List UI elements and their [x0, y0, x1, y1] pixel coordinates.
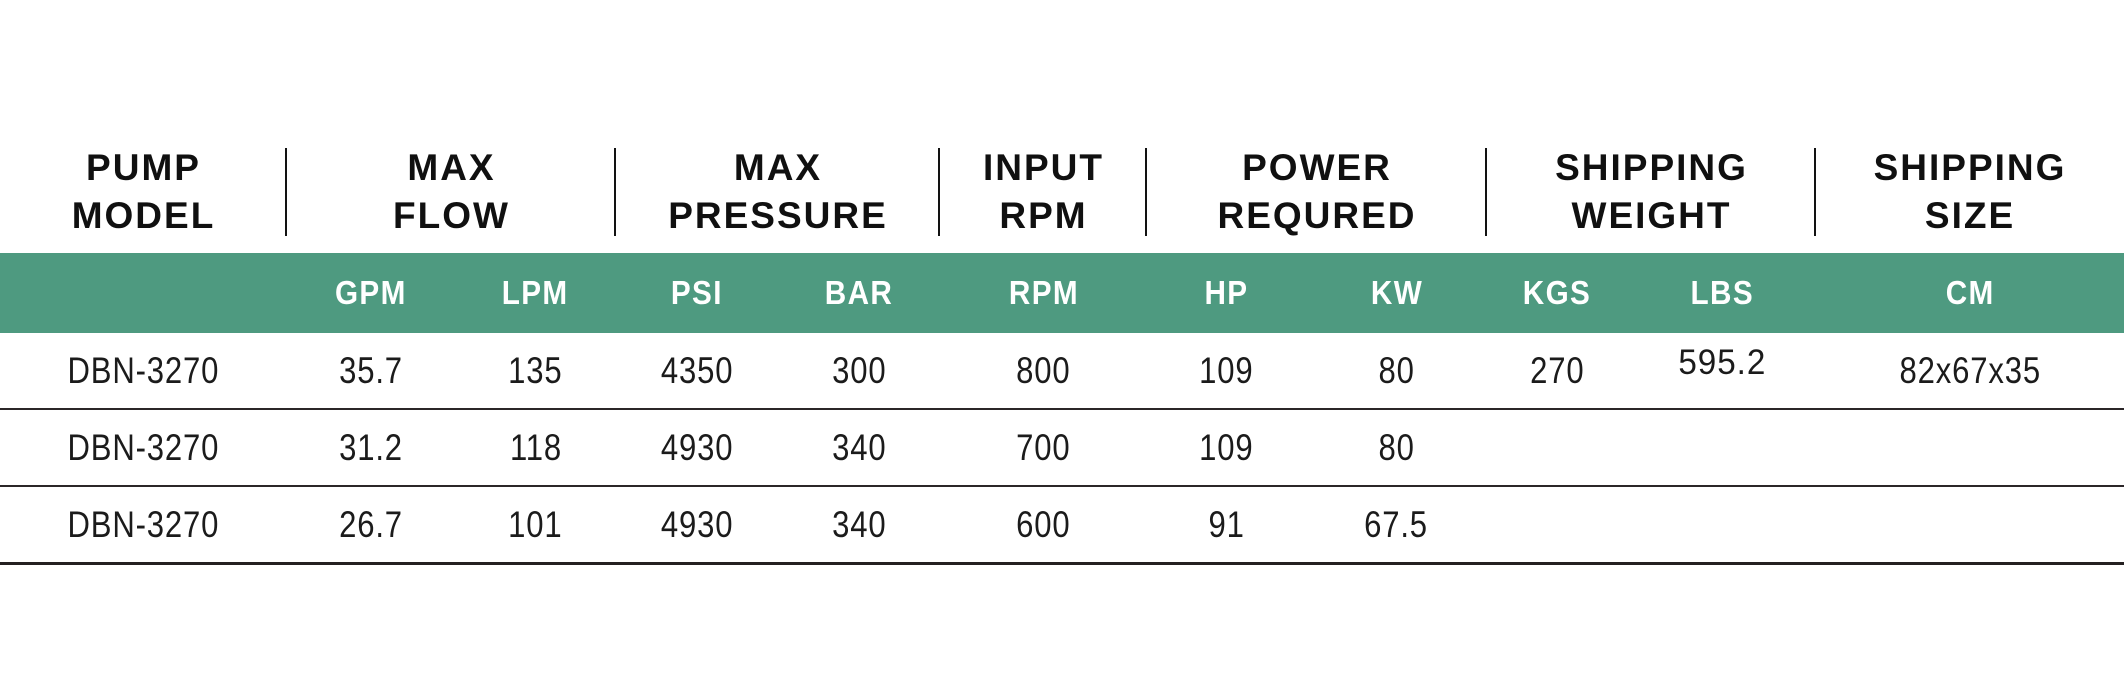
unit-label: CM: [1945, 274, 1995, 311]
cell-gpm: 26.7: [287, 486, 455, 564]
cell-kw: 80: [1306, 333, 1487, 409]
cell-kgs: 270: [1487, 333, 1628, 409]
unit-label: LBS: [1690, 274, 1754, 311]
group-header-label: PRESSURE: [668, 194, 888, 236]
group-header-label: RPM: [999, 194, 1088, 236]
group-header-label: MODEL: [71, 194, 216, 236]
cell-cm: 82x67x35: [1816, 333, 2124, 409]
cell-gpm: 31.2: [287, 409, 455, 486]
cell-psi: 4930: [616, 486, 778, 564]
cell-gpm: 35.7: [287, 333, 455, 409]
cell-rpm: 800: [940, 333, 1147, 409]
cell-cm: [1816, 486, 2124, 564]
unit-label-kw: KW: [1306, 253, 1487, 333]
cell-bar: 340: [778, 409, 940, 486]
unit-label-psi: PSI: [616, 253, 778, 333]
group-header-power-required: POWER REQURED: [1147, 130, 1489, 253]
group-header-label: WEIGHT: [1571, 194, 1732, 236]
unit-label-lpm: LPM: [455, 253, 616, 333]
group-header-label: FLOW: [393, 194, 510, 236]
group-header-label: INPUT: [983, 146, 1104, 188]
group-header-row: PUMP MODEL MAX FLOW MAX PRESSURE INPUT R…: [0, 130, 2124, 253]
cell-cm: [1816, 409, 2124, 486]
cell-lbs: [1628, 409, 1817, 486]
unit-label-bar: BAR: [778, 253, 940, 333]
unit-label-cm: CM: [1816, 253, 2124, 333]
cell-model: DBN-3270: [0, 333, 287, 409]
pump-spec-table: PUMP MODEL MAX FLOW MAX PRESSURE INPUT R…: [0, 130, 2124, 565]
group-header-label: SHIPPING: [1873, 146, 2067, 188]
unit-label: PSI: [671, 274, 723, 311]
unit-label-hp: HP: [1147, 253, 1306, 333]
cell-hp: 109: [1147, 333, 1306, 409]
cell-psi: 4350: [616, 333, 778, 409]
spec-row: DBN-3270 31.2 118 4930 340 700 109 80: [0, 409, 2124, 486]
group-header-max-pressure: MAX PRESSURE: [616, 130, 942, 253]
cell-bar: 300: [778, 333, 940, 409]
spec-row: DBN-3270 26.7 101 4930 340 600 91 67.5: [0, 486, 2124, 564]
cell-lpm: 118: [455, 409, 616, 486]
unit-label: KW: [1370, 274, 1423, 311]
unit-label: GPM: [335, 274, 407, 311]
spec-row: DBN-3270 35.7 135 4350 300 800 109 80 27…: [0, 333, 2124, 409]
group-header-label: MAX: [407, 146, 496, 188]
unit-label: LPM: [502, 274, 569, 311]
group-header-label: SIZE: [1924, 194, 2016, 236]
group-header-label: SHIPPING: [1555, 146, 1748, 188]
group-header-label: MAX: [733, 146, 823, 188]
unit-label: HP: [1204, 274, 1249, 311]
unit-label-lbs: LBS: [1628, 253, 1817, 333]
cell-lbs: 595.2: [1628, 333, 1817, 409]
group-header-max-flow: MAX FLOW: [287, 130, 618, 253]
unit-header-row: GPM LPM PSI BAR RPM HP KW KGS LBS CM: [0, 253, 2124, 333]
unit-label: KGS: [1523, 274, 1592, 311]
cell-hp: 91: [1147, 486, 1306, 564]
cell-rpm: 700: [940, 409, 1147, 486]
cell-kw: 80: [1306, 409, 1487, 486]
cell-lpm: 101: [455, 486, 616, 564]
cell-rpm: 600: [940, 486, 1147, 564]
unit-label-empty: [0, 253, 287, 333]
group-header-shipping-size: SHIPPING SIZE: [1816, 130, 2124, 253]
group-header-label: REQURED: [1217, 194, 1417, 236]
unit-label: RPM: [1008, 274, 1079, 311]
cell-kw: 67.5: [1306, 486, 1487, 564]
cell-psi: 4930: [616, 409, 778, 486]
cell-hp: 109: [1147, 409, 1306, 486]
unit-label-gpm: GPM: [287, 253, 455, 333]
cell-kgs: [1487, 409, 1628, 486]
group-header-input-rpm: INPUT RPM: [940, 130, 1149, 253]
group-header-label: POWER: [1242, 146, 1392, 188]
cell-lbs: [1628, 486, 1817, 564]
cell-model: DBN-3270: [0, 486, 287, 564]
group-header-pump-model: PUMP MODEL: [0, 130, 289, 253]
unit-label: BAR: [824, 274, 894, 311]
cell-model: DBN-3270: [0, 409, 287, 486]
cell-lpm: 135: [455, 333, 616, 409]
cell-kgs: [1487, 486, 1628, 564]
cell-bar: 340: [778, 486, 940, 564]
group-header-shipping-weight: SHIPPING WEIGHT: [1487, 130, 1819, 253]
group-header-label: PUMP: [86, 146, 201, 188]
unit-label-kgs: KGS: [1487, 253, 1628, 333]
unit-label-rpm: RPM: [940, 253, 1147, 333]
